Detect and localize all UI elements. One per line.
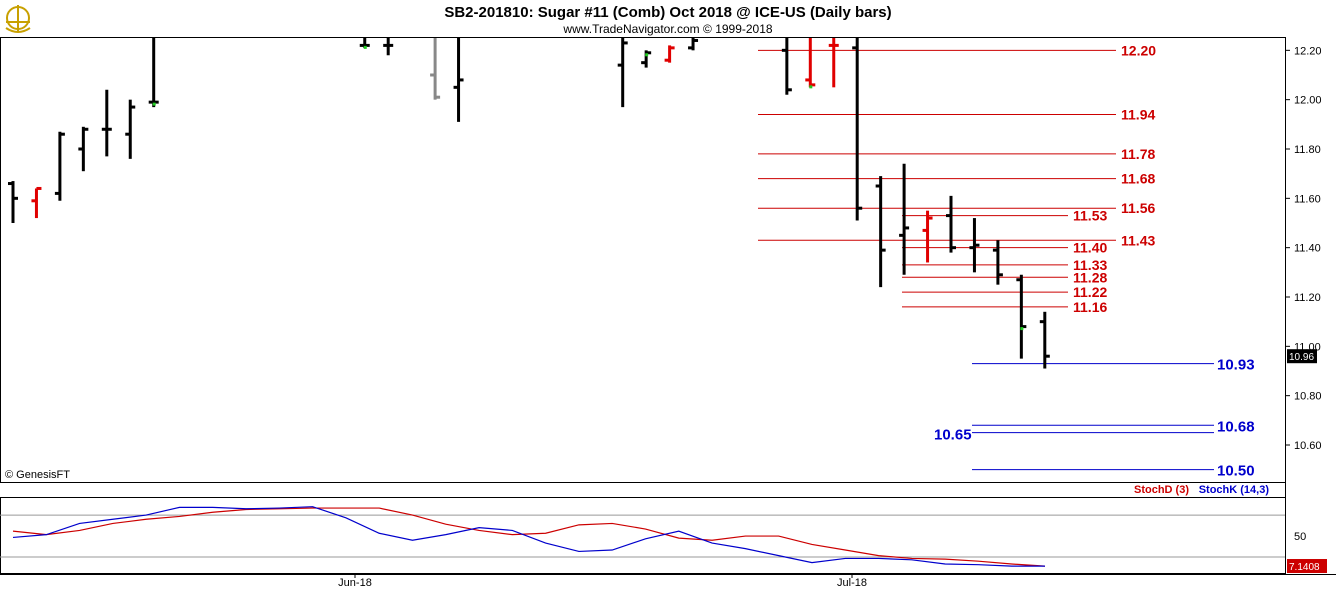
support-label: 10.68 xyxy=(1217,418,1255,435)
stoch-line xyxy=(12,506,1045,567)
level-lines: 12.20 11.94 11.78 11.68 11.56 11.53 11.43 11.40… xyxy=(758,42,1255,480)
stoch-last-box xyxy=(1287,559,1327,574)
resistance-label: 11.33 xyxy=(1073,257,1107,273)
date-axis: Jun-18 Jul-18 xyxy=(338,574,867,589)
date-axis-label: Jul-18 xyxy=(837,577,867,589)
support-label: 10.93 xyxy=(1217,357,1255,374)
stoch-last-label: 7.1408 xyxy=(1289,562,1320,573)
price-axis-label: 11.20 xyxy=(1294,292,1321,304)
resistance-label: 11.40 xyxy=(1073,240,1107,256)
date-axis-label: Jun-18 xyxy=(338,577,372,589)
resistance-label: 11.28 xyxy=(1073,269,1107,285)
price-axis-label: 12.20 xyxy=(1294,45,1322,57)
chart-title: SB2-201810: Sugar #11 (Comb) Oct 2018 @ … xyxy=(444,4,891,21)
resistance-label: 11.43 xyxy=(1121,232,1155,248)
support-label: 10.50 xyxy=(1217,463,1255,480)
chart-subtitle: www.TradeNavigator.com © 1999-2018 xyxy=(562,22,772,36)
price-bars xyxy=(8,38,1050,369)
legend-stochk: StochK (14,3) xyxy=(1199,484,1270,496)
stoch-axis-label: 50 xyxy=(1294,531,1306,543)
price-axis-label: 12.00 xyxy=(1294,95,1322,107)
resistance-label: 11.16 xyxy=(1073,299,1107,315)
price-axis-label: 11.80 xyxy=(1294,144,1321,156)
last-price-label: 10.96 xyxy=(1289,352,1314,363)
resistance-label: 12.20 xyxy=(1121,42,1156,58)
resistance-label: 11.53 xyxy=(1073,208,1107,224)
last-price-box xyxy=(1287,349,1317,364)
resistance-label: 11.78 xyxy=(1121,146,1155,162)
resistance-label: 11.94 xyxy=(1121,106,1155,122)
price-axis-label: 10.80 xyxy=(1294,391,1322,403)
stoch-pane: 50 7.1408 xyxy=(0,506,1327,574)
logo-icon xyxy=(5,5,31,33)
support-label: 10.65 xyxy=(934,427,972,444)
price-axis: 12.2012.0011.8011.6011.4011.2011.0010.80… xyxy=(1285,45,1322,452)
resistance-label: 11.22 xyxy=(1073,284,1107,300)
price-axis-label: 10.60 xyxy=(1294,440,1322,452)
stoch-pane-frame xyxy=(0,497,1286,574)
price-axis-label: 11.40 xyxy=(1294,243,1321,255)
resistance-label: 11.68 xyxy=(1121,171,1155,187)
stoch-line xyxy=(12,507,1046,567)
resistance-label: 11.56 xyxy=(1121,200,1155,216)
price-axis-label: 11.60 xyxy=(1294,193,1321,205)
legend-stochd: StochD (3) xyxy=(1134,484,1189,496)
copyright-label: © GenesisFT xyxy=(5,469,70,481)
